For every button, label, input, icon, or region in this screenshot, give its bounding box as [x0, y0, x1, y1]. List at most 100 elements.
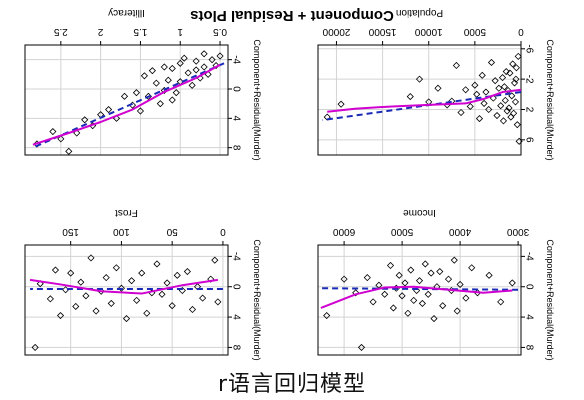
- data-point: [514, 52, 522, 60]
- x-tick-label: 2.5: [53, 26, 67, 37]
- data-point: [200, 63, 208, 71]
- data-point: [386, 261, 395, 270]
- y-tick-label: -2: [523, 75, 534, 84]
- data-point: [192, 57, 200, 65]
- scatter-points: [323, 52, 523, 145]
- y-axis-label: Component+Residual(Murder): [545, 39, 555, 160]
- data-point: [482, 88, 490, 96]
- data-point: [381, 290, 389, 298]
- data-point: [434, 84, 442, 92]
- data-point: [77, 278, 85, 286]
- plot-frame: [24, 244, 229, 356]
- scatter-points: [323, 256, 516, 351]
- data-point: [143, 309, 151, 317]
- data-point: [168, 64, 176, 73]
- panel-population: 0 5000 10000 15000 20000 -6 -2 2 6 Population Comp…: [317, 7, 555, 161]
- y-tick-label: -6: [523, 44, 534, 53]
- x-tick-label: 2: [97, 26, 103, 37]
- caption-text: r语言回归模型: [217, 372, 367, 397]
- data-point: [436, 267, 444, 276]
- data-point: [468, 264, 476, 272]
- data-point: [51, 266, 60, 274]
- y-tick-label: -4: [230, 252, 241, 261]
- y-tick-label: 2: [523, 107, 534, 113]
- data-point: [132, 89, 141, 97]
- data-point: [415, 277, 424, 285]
- smooth-fit-line: [32, 63, 221, 146]
- x-axis-label: Frost: [115, 207, 138, 218]
- data-point: [456, 280, 464, 289]
- chart-panels: 05000100001500020000-6-226PopulationComp…: [24, 7, 555, 361]
- data-point: [453, 307, 461, 315]
- data-point: [452, 61, 460, 70]
- data-point: [122, 315, 131, 323]
- data-point: [172, 89, 180, 97]
- y-tick-label: 4: [523, 314, 534, 320]
- data-point: [510, 109, 518, 117]
- x-tick-label: 50: [166, 226, 178, 237]
- data-point: [509, 60, 517, 68]
- data-point: [512, 64, 520, 72]
- y-tick-label: 4: [230, 314, 241, 320]
- data-point: [473, 90, 481, 98]
- data-point: [389, 304, 397, 312]
- x-tick-label: 0.5: [213, 26, 227, 37]
- x-tick-label: 1: [177, 26, 183, 37]
- data-point: [31, 343, 39, 351]
- data-point: [340, 275, 348, 283]
- panel-illiteracy: 0.5 1 1.5 2 2.5 -4 0 4 8 Illiteracy Component+Resi…: [24, 7, 262, 161]
- data-point: [427, 269, 435, 277]
- data-point: [46, 295, 54, 303]
- data-point: [67, 269, 75, 277]
- data-point: [498, 74, 507, 82]
- x-axis-label: Income: [403, 207, 436, 218]
- data-point: [323, 113, 331, 121]
- x-tick-label: 10000: [414, 26, 442, 37]
- data-point: [128, 277, 136, 285]
- data-point: [178, 286, 186, 295]
- x-tick-label: 4000: [449, 226, 472, 237]
- data-point: [49, 127, 57, 136]
- y-axis-label: Component+Residual(Murder): [252, 239, 262, 360]
- data-point: [56, 311, 65, 320]
- y-tick-label: 0: [230, 86, 241, 92]
- panel-income: 3000 4000 5000 6000 -4 0 4 8 Income Component+Res…: [317, 207, 555, 361]
- data-point: [120, 92, 129, 100]
- data-point: [506, 69, 514, 77]
- data-point: [107, 299, 115, 307]
- data-point: [495, 84, 503, 92]
- data-point: [208, 56, 216, 64]
- data-point: [421, 260, 429, 268]
- smooth-fit-line: [29, 278, 218, 295]
- data-point: [478, 71, 486, 79]
- data-point: [158, 290, 166, 298]
- data-point: [485, 271, 493, 279]
- data-point: [401, 279, 409, 287]
- data-point: [173, 271, 181, 279]
- data-point: [89, 122, 97, 130]
- data-point: [176, 78, 184, 86]
- data-point: [176, 59, 184, 67]
- data-point: [102, 274, 110, 282]
- data-point: [138, 269, 146, 277]
- data-point: [424, 290, 432, 298]
- data-point: [471, 81, 479, 89]
- data-point: [136, 107, 144, 115]
- linear-fit-line: [320, 287, 519, 291]
- data-point: [485, 105, 493, 114]
- data-point: [505, 104, 513, 112]
- data-point: [199, 294, 207, 302]
- x-tick-label: 3000: [507, 226, 530, 237]
- data-point: [369, 298, 377, 306]
- y-tick-label: -4: [230, 55, 241, 64]
- y-tick-label: 6: [523, 137, 534, 143]
- data-point: [62, 286, 70, 294]
- data-point: [444, 275, 453, 283]
- data-point: [502, 67, 510, 76]
- smooth-fit-line: [320, 285, 513, 309]
- data-point: [407, 266, 415, 274]
- data-point: [515, 137, 523, 145]
- x-tick-label: 1.5: [133, 26, 147, 37]
- data-point: [501, 96, 509, 104]
